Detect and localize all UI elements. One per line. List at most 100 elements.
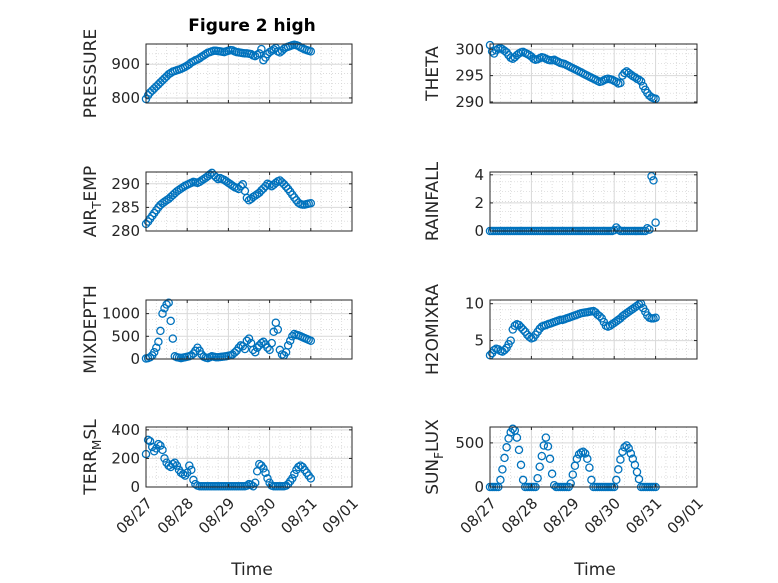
data-point <box>168 459 178 469</box>
figure-title: Figure 2 high <box>188 16 316 36</box>
data-point <box>149 347 159 357</box>
data-point <box>180 62 190 72</box>
y-tick-label: 200 <box>111 449 140 467</box>
minor-grid <box>490 427 697 487</box>
data-point <box>306 474 316 483</box>
data-point <box>620 443 629 452</box>
data-point <box>491 46 501 55</box>
data-point <box>269 327 278 337</box>
data-point <box>306 47 316 56</box>
data-point <box>285 336 295 346</box>
y-tick-label: 280 <box>111 222 140 240</box>
data-point <box>261 181 270 191</box>
y-tick-label: 0 <box>474 222 484 240</box>
data-point <box>568 470 578 479</box>
y-tick-label: 0 <box>130 478 140 496</box>
y-axis-label: MIXDEPTH <box>81 285 101 374</box>
data-point <box>585 463 594 472</box>
y-tick-label: 500 <box>111 327 140 345</box>
data-point <box>154 337 163 347</box>
subplot-grid: 800 900 PRESSURE 290 295 300 THETA 280 285 290 AIR… <box>81 29 707 538</box>
data-point <box>616 78 625 88</box>
data-point <box>160 197 169 206</box>
data-point <box>288 474 297 483</box>
data-point <box>244 334 254 343</box>
axes-box <box>145 171 353 232</box>
data-point <box>250 478 260 487</box>
y-tick-label: 300 <box>455 40 484 58</box>
data-point <box>508 424 518 434</box>
data-point <box>248 345 258 355</box>
minor-grid <box>146 427 352 487</box>
data-point <box>273 325 283 334</box>
series-points <box>141 435 316 491</box>
data-point <box>595 311 604 321</box>
y-axis-label: H2OMIXRA <box>423 284 443 375</box>
data-point <box>290 469 299 479</box>
data-point <box>187 465 196 475</box>
y-tick-label: 400 <box>111 421 140 439</box>
data-point <box>614 465 623 474</box>
data-point <box>651 218 660 227</box>
axes-box <box>489 426 698 488</box>
data-point <box>512 433 522 442</box>
data-point <box>230 348 239 357</box>
data-point <box>500 453 509 463</box>
data-point <box>649 176 658 185</box>
data-point <box>259 464 268 473</box>
y-axis-label: TERRMSL <box>81 419 104 496</box>
data-point <box>271 178 281 188</box>
y-tick-label: 290 <box>111 175 140 193</box>
data-point <box>651 313 660 322</box>
y-tick-label: 295 <box>455 67 484 85</box>
subplot-air-temp: 280 285 290 AIRTEMP <box>81 166 353 240</box>
data-point <box>164 298 173 307</box>
data-point <box>572 454 582 464</box>
data-point <box>234 343 243 352</box>
data-point <box>178 469 188 479</box>
data-point <box>156 326 165 336</box>
series-points <box>141 298 316 363</box>
data-point <box>626 449 636 458</box>
series-points <box>485 299 660 360</box>
axes-box <box>145 299 353 360</box>
data-point <box>261 468 270 477</box>
y-axis-label: AIRTEMP <box>81 166 104 237</box>
y-axis-label: THETA <box>423 46 443 102</box>
data-point <box>257 338 266 348</box>
data-point <box>240 344 250 354</box>
data-point <box>545 454 555 464</box>
data-point <box>645 225 654 234</box>
data-point <box>543 442 553 451</box>
data-point <box>607 320 617 329</box>
data-point <box>263 474 272 483</box>
subplot-h2omixra: 5 10 H2OMIXRA <box>423 284 698 375</box>
data-point <box>168 334 178 343</box>
y-tick-label: 0 <box>474 478 484 496</box>
data-point <box>636 77 646 86</box>
data-point <box>242 193 252 203</box>
series-points <box>141 40 316 104</box>
data-point <box>618 447 627 456</box>
plot-area <box>490 172 697 231</box>
data-point <box>288 332 297 341</box>
data-point <box>537 451 547 461</box>
y-tick-label: 5 <box>474 332 484 350</box>
data-point <box>252 343 262 352</box>
data-point <box>156 441 165 450</box>
subplot-theta: 290 295 300 THETA <box>423 40 698 111</box>
y-tick-label: 285 <box>111 198 140 216</box>
data-point <box>246 480 256 490</box>
data-point <box>242 336 252 346</box>
data-point <box>263 343 272 352</box>
data-point <box>643 223 652 233</box>
series-points <box>141 168 316 229</box>
data-point <box>281 182 291 191</box>
data-point <box>306 198 316 208</box>
data-point <box>158 309 167 318</box>
y-tick-label: 800 <box>111 89 140 107</box>
data-point <box>158 445 167 455</box>
data-point <box>162 300 171 309</box>
